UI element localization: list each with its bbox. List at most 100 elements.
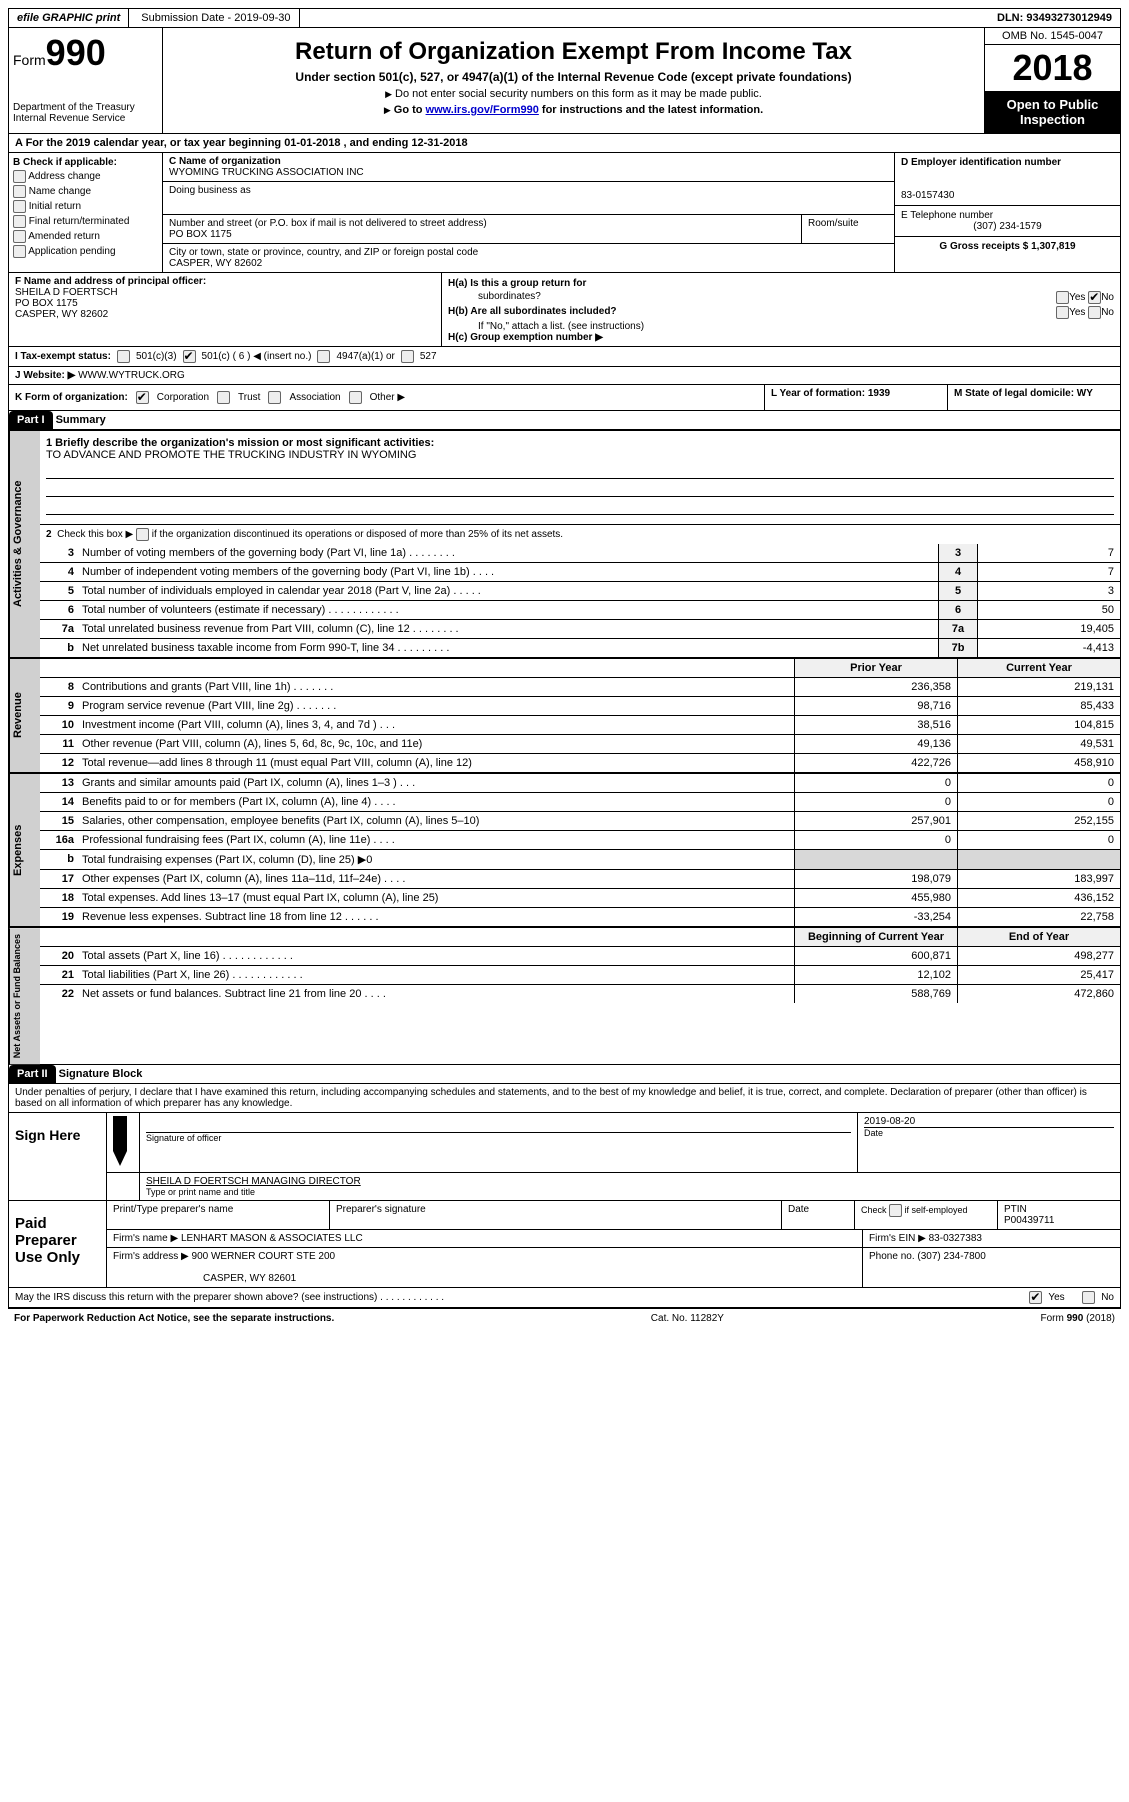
discuss-row: May the IRS discuss this return with the… [8, 1288, 1121, 1308]
addr-label: Number and street (or P.O. box if mail i… [169, 218, 487, 229]
firm-addr-label: Firm's address ▶ [113, 1251, 189, 1262]
cb-discuss-no[interactable] [1082, 1291, 1095, 1304]
irs-link[interactable]: www.irs.gov/Form990 [426, 104, 539, 116]
footer: For Paperwork Reduction Act Notice, see … [8, 1308, 1121, 1328]
hb-note: If "No," attach a list. (see instruction… [448, 321, 1114, 332]
tax-exempt-label: I Tax-exempt status: [15, 351, 111, 362]
part-i: Part I Summary Activities & Governance 1… [8, 411, 1121, 1065]
summary-line: 4Number of independent voting members of… [40, 563, 1120, 582]
phone-label: E Telephone number [901, 210, 993, 221]
ha-sub: subordinates? [448, 291, 541, 304]
ssn-warning: Do not enter social security numbers on … [169, 88, 978, 100]
cb-assoc[interactable] [268, 391, 281, 404]
officer-addr1: PO BOX 1175 [15, 298, 78, 309]
summary-line: 11Other revenue (Part VIII, column (A), … [40, 735, 1120, 754]
section-b: B Check if applicable: Address change Na… [9, 153, 163, 272]
cb-corp[interactable] [136, 391, 149, 404]
row-klm: K Form of organization: Corporation Trus… [8, 385, 1121, 411]
revenue-sidebar: Revenue [9, 659, 40, 772]
omb-number: OMB No. 1545-0047 [985, 28, 1120, 45]
summary-line: 16aProfessional fundraising fees (Part I… [40, 831, 1120, 850]
begin-year-header: Beginning of Current Year [794, 928, 957, 946]
check-applicable-label: B Check if applicable: [13, 157, 117, 168]
addr-value: PO BOX 1175 [169, 229, 232, 240]
firm-addr: 900 WERNER COURT STE 200 [192, 1251, 336, 1262]
gross-receipts: G Gross receipts $ 1,307,819 [901, 241, 1114, 252]
discuss-text: May the IRS discuss this return with the… [15, 1292, 1023, 1303]
form-ref: Form 990 (2018) [1041, 1313, 1115, 1324]
cb-amended[interactable]: Amended return [13, 230, 158, 243]
ptin-value: P00439711 [1004, 1215, 1054, 1226]
sign-here-label: Sign Here [9, 1113, 107, 1200]
summary-line: bNet unrelated business taxable income f… [40, 639, 1120, 657]
cb-hb-yes[interactable] [1056, 306, 1069, 319]
governance-sidebar: Activities & Governance [9, 431, 40, 657]
cb-application-pending[interactable]: Application pending [13, 245, 158, 258]
ein-label: D Employer identification number [901, 157, 1114, 168]
state-domicile: M State of legal domicile: WY [954, 388, 1093, 399]
cb-name-change[interactable]: Name change [13, 185, 158, 198]
summary-line: 12Total revenue—add lines 8 through 11 (… [40, 754, 1120, 772]
expenses-sidebar: Expenses [9, 774, 40, 926]
summary-line: 21Total liabilities (Part X, line 26) . … [40, 966, 1120, 985]
prep-date-label: Date [782, 1201, 855, 1229]
cb-4947[interactable] [317, 350, 330, 363]
summary-line: 6Total number of volunteers (estimate if… [40, 601, 1120, 620]
cb-self-employed[interactable] [889, 1204, 902, 1217]
ein-value: 83-0157430 [901, 190, 954, 201]
ptin-label: PTIN [1004, 1204, 1027, 1215]
cb-ha-no[interactable] [1088, 291, 1101, 304]
cb-discuss-yes[interactable] [1029, 1291, 1042, 1304]
efile-label: efile GRAPHIC print [9, 9, 129, 27]
org-name-label: C Name of organization [169, 156, 281, 167]
sign-here-section: Sign Here Signature of officer 2019-08-2… [8, 1113, 1121, 1201]
form-header: Form990 Department of the Treasury Inter… [8, 28, 1121, 134]
mission-block: 1 Briefly describe the organization's mi… [40, 431, 1120, 525]
cb-address-change[interactable]: Address change [13, 170, 158, 183]
cb-final-return[interactable]: Final return/terminated [13, 215, 158, 228]
mission-text: TO ADVANCE AND PROMOTE THE TRUCKING INDU… [46, 449, 416, 461]
cb-other[interactable] [349, 391, 362, 404]
summary-line: 18Total expenses. Add lines 13–17 (must … [40, 889, 1120, 908]
submission-date: Submission Date - 2019-09-30 [133, 9, 299, 27]
cb-hb-no[interactable] [1088, 306, 1101, 319]
paid-preparer-section: Paid Preparer Use Only Print/Type prepar… [8, 1201, 1121, 1288]
part-ii-title: Signature Block [59, 1068, 143, 1080]
ha-label: H(a) Is this a group return for [448, 278, 586, 289]
officer-addr2: CASPER, WY 82602 [15, 309, 108, 320]
arrow-icon [113, 1116, 127, 1166]
firm-ein-label: Firm's EIN ▶ [869, 1233, 926, 1244]
row-i: I Tax-exempt status: 501(c)(3) 501(c) ( … [8, 347, 1121, 367]
type-name-label: Type or print name and title [146, 1187, 1114, 1197]
summary-line: 9Program service revenue (Part VIII, lin… [40, 697, 1120, 716]
tax-year: 2018 [985, 45, 1120, 91]
cb-501c[interactable] [183, 350, 196, 363]
cb-527[interactable] [401, 350, 414, 363]
cb-initial-return[interactable]: Initial return [13, 200, 158, 213]
summary-line: 7aTotal unrelated business revenue from … [40, 620, 1120, 639]
cb-trust[interactable] [217, 391, 230, 404]
cb-ha-yes[interactable] [1056, 291, 1069, 304]
form-org-label: K Form of organization: [15, 392, 128, 403]
row-a-calendar: A For the 2019 calendar year, or tax yea… [8, 134, 1121, 153]
summary-line: 17Other expenses (Part IX, column (A), l… [40, 870, 1120, 889]
cat-no: Cat. No. 11282Y [651, 1313, 724, 1324]
firm-name-label: Firm's name ▶ [113, 1233, 178, 1244]
end-year-header: End of Year [957, 928, 1120, 946]
summary-line: 22Net assets or fund balances. Subtract … [40, 985, 1120, 1003]
section-h: H(a) Is this a group return for subordin… [442, 273, 1120, 346]
summary-line: 15Salaries, other compensation, employee… [40, 812, 1120, 831]
cb-discontinued[interactable] [136, 528, 149, 541]
year-formation: L Year of formation: 1939 [771, 388, 890, 399]
website-label: J Website: ▶ [15, 370, 75, 381]
sig-officer-label: Signature of officer [146, 1132, 851, 1143]
city-value: CASPER, WY 82602 [169, 258, 262, 269]
summary-line: 8Contributions and grants (Part VIII, li… [40, 678, 1120, 697]
penalties-text: Under penalties of perjury, I declare th… [8, 1084, 1121, 1113]
dln: DLN: 93493273012949 [989, 9, 1120, 27]
section-f: F Name and address of principal officer:… [9, 273, 442, 346]
netassets-sidebar: Net Assets or Fund Balances [9, 928, 40, 1064]
cb-501c3[interactable] [117, 350, 130, 363]
form-title: Return of Organization Exempt From Incom… [169, 38, 978, 66]
prior-year-header: Prior Year [794, 659, 957, 677]
